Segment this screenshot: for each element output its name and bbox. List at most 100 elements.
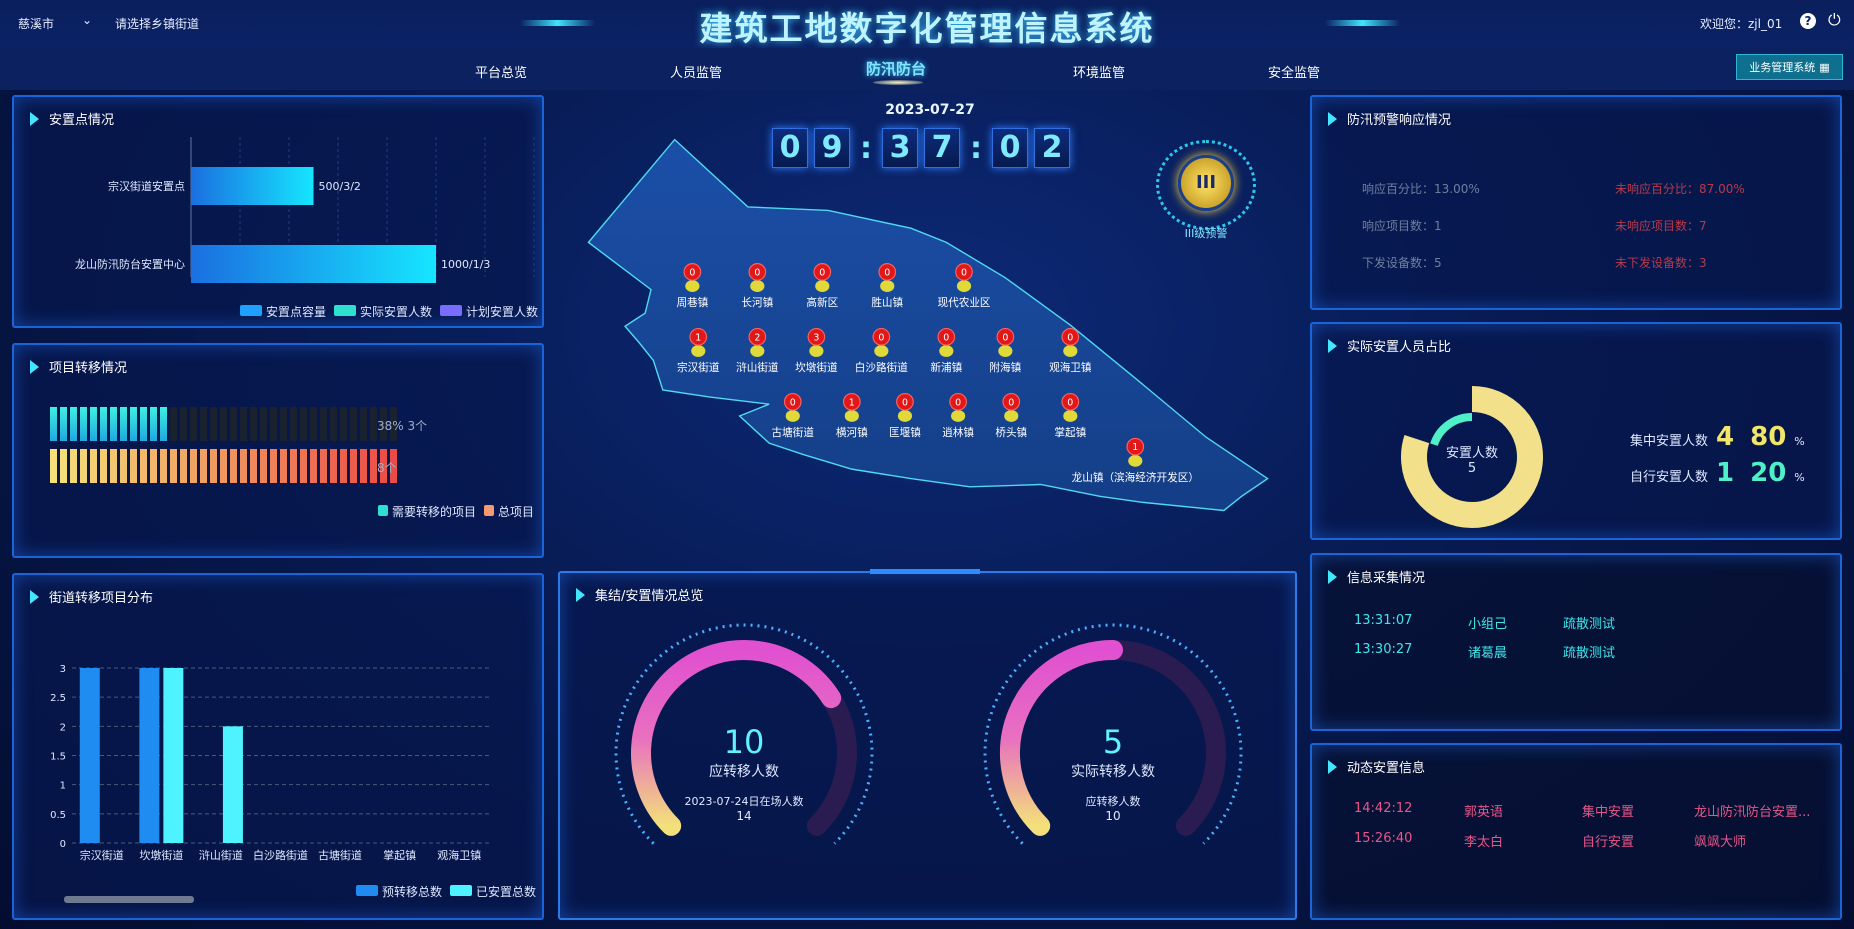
response-right-stats: 未响应百分比：87.00% 未响应项目数：7 未下发设备数：3 [1615, 171, 1745, 282]
collect-row[interactable]: 13:31:07 小组己 疏散测试 [1354, 613, 1616, 632]
page-title: 建筑工地数字化管理信息系统 [699, 9, 1155, 48]
warning-badge[interactable]: III III级预警 [1142, 140, 1270, 250]
progress-segment [180, 449, 187, 483]
marker-count: 0 [819, 267, 825, 278]
progress-segment [250, 449, 257, 483]
donut-center-value: 5 [1467, 461, 1477, 476]
chart-scrollbar[interactable] [64, 896, 194, 903]
progress-segment [220, 449, 227, 483]
panel-top-accent [870, 569, 980, 574]
progress-segment [320, 407, 327, 441]
progress-segment [280, 449, 287, 483]
collect-row[interactable]: 13:30:27 诸葛晨 疏散测试 [1354, 642, 1616, 661]
progress-segment [160, 449, 167, 483]
legend-item: 实际安置人数 [333, 303, 432, 320]
progress-segment [330, 449, 337, 483]
progress-segment [350, 449, 357, 483]
map-marker[interactable]: 3 坎墩街道 [795, 327, 838, 375]
dynamic-row[interactable]: 14:42:12 郭英语 集中安置 龙山防汛防台安置... [1354, 801, 1811, 820]
progress-segment [90, 407, 97, 441]
marker-label: 古塘街道 [772, 426, 815, 439]
map-marker[interactable]: 0 古塘街道 [772, 392, 815, 440]
biz-system-button[interactable]: 业务管理系统 ▦ [1736, 54, 1843, 80]
progress-segment [100, 449, 107, 483]
progress-segment [180, 407, 187, 441]
marker-glow [956, 280, 972, 292]
progress-segment [230, 449, 237, 483]
town-select[interactable]: 请选择乡镇街道 [115, 17, 200, 31]
x-tick-label: 宗汉街道 [80, 848, 124, 862]
x-tick-label: 掌起镇 [383, 848, 416, 862]
power-icon[interactable]: ⏻ [1828, 10, 1841, 29]
marker-count: 0 [961, 267, 967, 278]
progress-segment [90, 449, 97, 483]
district-map[interactable]: 0现代农业区0胜山镇0新浦镇0附海镇0长河镇0高新区0周巷镇0观海卫镇0掌起镇1… [556, 90, 1300, 540]
progress-segment [170, 407, 177, 441]
progress-segment [190, 449, 197, 483]
donut-slice [1401, 386, 1543, 528]
map-marker[interactable]: 1 龙山镇（滨海经济开发区） [1072, 437, 1199, 484]
gauge-sub-value: 14 [736, 809, 752, 823]
marker-glow [897, 410, 913, 422]
need-transfer-value: 38% 3个 [377, 419, 428, 433]
marker-glow [1004, 410, 1019, 422]
marker-count: 0 [1008, 397, 1014, 408]
progress-segment [70, 407, 77, 441]
stat-percent: 80 [1750, 422, 1787, 452]
progress-segment [290, 449, 297, 483]
y-tick-label: 1 [60, 781, 66, 792]
progress-segment [70, 449, 77, 483]
donut-center: 安置人数 5 [1412, 442, 1532, 476]
map-marker[interactable]: 0 附海镇 [989, 327, 1022, 375]
gauge-progress [631, 640, 842, 836]
bar [191, 245, 436, 283]
collect-panel: 信息采集情况 13:31:07 小组己 疏散测试 13:30:27 诸葛晨 疏散测试 [1310, 553, 1842, 731]
progress-segment [230, 407, 237, 441]
category-label: 龙山防汛防台安置中心 [75, 257, 185, 271]
map-marker[interactable]: 0 掌起镇 [1054, 392, 1087, 440]
map-marker[interactable]: 0 匡堰镇 [889, 392, 921, 440]
map-marker[interactable]: 0 桥头镇 [995, 392, 1028, 440]
welcome-user: 欢迎您：zjl_01 [1700, 17, 1783, 31]
tab-personnel[interactable]: 人员监管 [670, 66, 723, 81]
map-pin-icon [996, 327, 1015, 346]
warning-ring [1156, 140, 1256, 230]
map-pin-icon [689, 327, 708, 346]
gauge-progress [1000, 640, 1123, 836]
city-select[interactable]: 慈溪市 [18, 17, 55, 31]
district-outline[interactable] [587, 138, 1269, 512]
progress-segment [150, 449, 157, 483]
progress-segment [290, 407, 297, 441]
marker-label: 坎墩街道 [795, 361, 838, 374]
tab-environment[interactable]: 环境监管 [1073, 66, 1126, 81]
map-marker[interactable]: 0 高新区 [806, 263, 839, 310]
map-pin-icon [949, 392, 967, 411]
tab-flood-control[interactable]: 防汛防台 [866, 60, 927, 78]
map-marker[interactable]: 0 胜山镇 [871, 263, 904, 310]
map-marker[interactable]: 0 周巷镇 [676, 263, 709, 310]
map-marker[interactable]: 2 浒山街道 [736, 327, 779, 375]
progress-segment [320, 449, 327, 483]
map-marker[interactable]: 0 长河镇 [741, 263, 774, 310]
help-icon[interactable]: ? [1800, 13, 1816, 29]
marker-count: 1 [695, 332, 701, 343]
map-marker[interactable]: 0 观海卫镇 [1049, 327, 1092, 375]
tab-safety[interactable]: 安全监管 [1268, 66, 1321, 81]
dynamic-row[interactable]: 15:26:40 李太白 自行安置 飒飒大师 [1354, 831, 1747, 850]
map-marker[interactable]: 0 逍林镇 [942, 392, 974, 440]
map-marker[interactable]: 1 横河镇 [836, 392, 868, 440]
map-marker[interactable]: 0 现代农业区 [937, 263, 991, 310]
marker-glow [1128, 454, 1143, 467]
response-left-stats: 响应百分比：13.00% 响应项目数：1 下发设备数：5 [1362, 171, 1480, 282]
map-marker[interactable]: 1 宗汉街道 [677, 327, 720, 375]
progress-segment [340, 407, 347, 441]
gauge-value: 10 [723, 723, 765, 761]
tab-platform-overview[interactable]: 平台总览 [475, 66, 528, 81]
map-marker[interactable]: 0 新浦镇 [930, 327, 963, 375]
marker-label: 浒山街道 [736, 361, 779, 374]
map-marker[interactable]: 0 白沙路街道 [855, 327, 908, 375]
marker-glow [809, 345, 824, 357]
summary-panel: 集结/安置情况总览 10 应转移人数 2023-07-24日在场人数 14 5 … [558, 569, 1297, 920]
chevron-down-icon[interactable]: ⌄ [82, 13, 93, 27]
